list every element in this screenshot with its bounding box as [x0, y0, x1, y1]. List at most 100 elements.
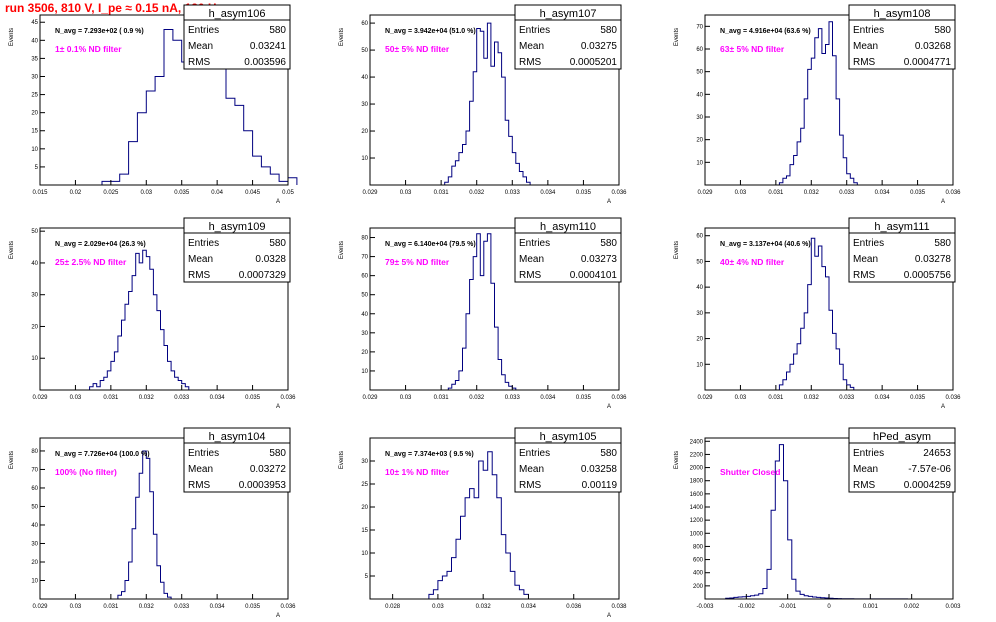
stats-label-mean: Mean	[519, 41, 544, 52]
x-tick-label: 0.034	[521, 604, 537, 610]
stats-value-entries: 580	[600, 448, 617, 459]
stats-label-entries: Entries	[188, 25, 219, 36]
x-tick-label: 0.035	[245, 604, 261, 610]
y-tick-label: 1800	[690, 479, 704, 485]
y-tick-label: 10	[31, 578, 38, 584]
y-tick-label: 20	[31, 111, 38, 117]
stats-box	[183, 427, 291, 493]
stats-box	[848, 217, 956, 283]
y-tick-label: 1600	[690, 492, 704, 498]
y-tick-label: 30	[31, 293, 38, 299]
histogram-bars	[117, 450, 172, 599]
histogram-name: h_asym105	[540, 431, 597, 443]
stats-value-rms: 0.0004259	[904, 480, 952, 491]
x-tick-label: 0.036	[280, 604, 296, 610]
x-tick-label: 0.032	[804, 190, 820, 196]
y-axis-title: Events	[339, 241, 345, 259]
x-tick-label: 0.03	[400, 190, 412, 196]
x-tick-label: 0.036	[945, 190, 961, 196]
x-tick-label: 0.036	[566, 604, 582, 610]
stats-box	[514, 427, 622, 493]
navg-label: N_avg = 3.137e+04 (40.6 %)	[720, 241, 811, 248]
x-tick-label: 0.035	[576, 190, 592, 196]
y-tick-label: 20	[31, 560, 38, 566]
y-axis-title: Events	[674, 28, 680, 46]
y-tick-label: 60	[696, 47, 703, 53]
stats-value-mean: 0.03258	[581, 464, 618, 475]
y-tick-label: 45	[31, 20, 38, 26]
y-tick-label: 80	[361, 236, 368, 242]
x-axis-title: A	[276, 613, 280, 619]
x-axis-title: A	[607, 199, 611, 205]
y-tick-label: 60	[31, 486, 38, 492]
x-tick-label: 0.035	[910, 190, 926, 196]
stats-label-entries: Entries	[188, 238, 219, 249]
y-axis-title: Events	[9, 241, 15, 259]
x-tick-label: 0.036	[945, 395, 961, 401]
x-tick-label: 0.032	[139, 395, 155, 401]
stats-value-mean: -7.57e-06	[908, 464, 951, 475]
stats-box	[848, 427, 956, 493]
stats-box	[514, 217, 622, 283]
y-tick-label: 40	[696, 285, 703, 291]
x-tick-label: 0.032	[139, 604, 155, 610]
x-tick-label: 0.036	[280, 395, 296, 401]
y-tick-label: 5	[35, 165, 39, 171]
x-tick-label: 0.029	[697, 190, 713, 196]
y-tick-label: 50	[361, 293, 368, 299]
stats-label-rms: RMS	[519, 57, 542, 68]
plot-frame	[39, 227, 289, 391]
stats-value-rms: 0.0003953	[239, 480, 287, 491]
plot-frame	[39, 14, 289, 186]
navg-label: N_avg = 3.942e+04 (51.0 %)	[385, 28, 476, 35]
y-tick-label: 20	[696, 138, 703, 144]
stats-label-rms: RMS	[853, 270, 876, 281]
x-tick-label: -0.001	[779, 604, 797, 610]
y-tick-label: 2200	[690, 452, 704, 458]
x-tick-label: 0.035	[174, 190, 190, 196]
histogram-panel-h_asym106: 0.015 0.02 0.025 0.03 0.035 0.04 0.045 0.05 5 10 1…	[9, 4, 298, 205]
histogram-name: h_asym109	[209, 221, 266, 233]
x-tick-label: 0.034	[210, 395, 226, 401]
x-tick-label: 0.025	[103, 190, 119, 196]
x-tick-label: 0.032	[469, 190, 485, 196]
filter-annotation: 25± 2.5% ND filter	[55, 257, 127, 267]
stats-label-entries: Entries	[853, 238, 884, 249]
filter-annotation: 1± 0.1% ND filter	[55, 44, 122, 54]
histogram-name: h_asym107	[540, 8, 597, 20]
y-tick-label: 600	[693, 558, 704, 564]
y-tick-label: 10	[696, 362, 703, 368]
y-tick-label: 30	[31, 74, 38, 80]
navg-label: N_avg = 6.140e+04 (79.5 %)	[385, 241, 476, 248]
filter-annotation: Shutter Closed	[720, 467, 780, 477]
y-tick-label: 70	[31, 467, 38, 473]
y-tick-label: 50	[696, 70, 703, 76]
y-tick-label: 20	[361, 350, 368, 356]
y-tick-label: 20	[361, 129, 368, 135]
y-tick-label: 30	[696, 115, 703, 121]
stats-value-mean: 0.03273	[581, 254, 618, 265]
stats-value-mean: 0.03241	[250, 41, 287, 52]
x-tick-label: 0.036	[611, 395, 627, 401]
stats-value-rms: 0.003596	[244, 57, 286, 68]
y-tick-label: 40	[31, 523, 38, 529]
x-tick-label: 0.035	[245, 395, 261, 401]
stats-label-entries: Entries	[853, 25, 884, 36]
x-tick-label: 0.034	[540, 190, 556, 196]
stats-label-mean: Mean	[519, 254, 544, 265]
stats-label-mean: Mean	[853, 254, 878, 265]
stats-value-entries: 580	[934, 238, 951, 249]
stats-label-entries: Entries	[853, 448, 884, 459]
stats-value-entries: 24653	[923, 448, 951, 459]
y-tick-label: 30	[361, 331, 368, 337]
y-tick-label: 30	[361, 459, 368, 465]
x-tick-label: 0.001	[863, 604, 879, 610]
y-tick-label: 2000	[690, 466, 704, 472]
x-tick-label: -0.003	[696, 604, 714, 610]
x-tick-label: 0.029	[362, 395, 378, 401]
x-tick-label: 0.031	[103, 604, 119, 610]
x-tick-label: 0.032	[804, 395, 820, 401]
stats-label-rms: RMS	[519, 480, 542, 491]
y-tick-label: 400	[693, 571, 704, 577]
stats-value-mean: 0.03268	[915, 41, 952, 52]
